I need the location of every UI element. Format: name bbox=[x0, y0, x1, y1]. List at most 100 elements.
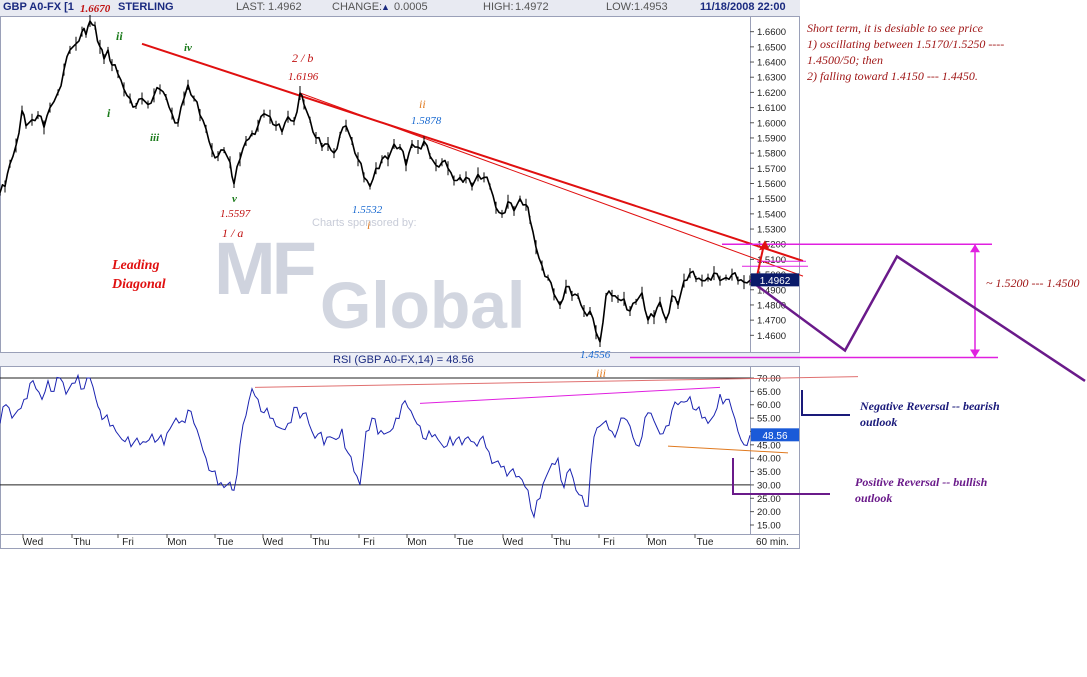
range-arrow-down bbox=[970, 349, 980, 358]
quote-header: GBP A0-FX [1 STERLING LAST: 1.4962 CHANG… bbox=[0, 0, 800, 17]
projection-line bbox=[749, 254, 1086, 382]
negative-reversal-line-2: outlook bbox=[860, 415, 897, 429]
last-rsi-box bbox=[751, 428, 799, 442]
price-line bbox=[0, 20, 751, 343]
negative-reversal-line-1: Negative Reversal -- bearish bbox=[859, 399, 1000, 413]
wave-label: iii bbox=[150, 132, 160, 144]
time-tick-label: Wed bbox=[23, 537, 43, 548]
rsi-tick-label: 35.00 bbox=[757, 467, 781, 478]
positive-reversal-line-2: outlook bbox=[855, 491, 892, 505]
high-label: HIGH: bbox=[483, 1, 514, 13]
rsi-tick-label: 65.00 bbox=[757, 387, 781, 398]
rsi-reference-lines bbox=[0, 377, 750, 486]
range-label: ~ 1.5200 --- 1.4500 bbox=[986, 276, 1079, 290]
price-tick-label: 1.6500 bbox=[757, 42, 786, 53]
rsi-tick-label: 30.00 bbox=[757, 480, 781, 491]
rsi-tick-label: 60.00 bbox=[757, 400, 781, 411]
change-label: CHANGE: bbox=[332, 1, 383, 13]
rsi-title: RSI (GBP A0-FX,14) = 48.56 bbox=[333, 354, 474, 366]
wave-label: 1.5878 bbox=[411, 115, 442, 127]
last-value: 1.4962 bbox=[268, 1, 302, 13]
time-tick-label: Fri bbox=[363, 537, 375, 548]
time-tick-label: Tue bbox=[697, 537, 714, 548]
wave-label: 1.6670 bbox=[80, 3, 111, 15]
wave-label: 1.6196 bbox=[288, 71, 319, 83]
wave-label: 1.4556 bbox=[580, 349, 611, 361]
watermark: Charts sponsored by: MF Global bbox=[214, 217, 525, 342]
price-tick-label: 1.5100 bbox=[757, 255, 786, 266]
time-tick-label: Fri bbox=[122, 537, 134, 548]
time-tick-label: Wed bbox=[503, 537, 523, 548]
trend-lines bbox=[141, 42, 998, 454]
rsi-trendline bbox=[667, 445, 789, 454]
watermark-sponsor: Charts sponsored by: bbox=[312, 217, 417, 229]
time-tick-label: Mon bbox=[407, 537, 426, 548]
price-panel-frame bbox=[0, 16, 800, 353]
rsi-tick-label: 15.00 bbox=[757, 521, 781, 532]
price-tick-label: 1.4600 bbox=[757, 331, 786, 342]
rsi-tick-label: 25.00 bbox=[757, 494, 781, 505]
time-tick-label: Mon bbox=[647, 537, 666, 548]
price-tick-label: 1.6100 bbox=[757, 103, 786, 114]
wave-label: 1.5532 bbox=[352, 204, 383, 216]
watermark-brand-2: Global bbox=[320, 268, 525, 342]
rsi-tick-label: 70.00 bbox=[757, 374, 781, 385]
symbol-label: GBP A0-FX [1 bbox=[3, 1, 74, 13]
price-tick-label: 1.6300 bbox=[757, 73, 786, 84]
price-trendline bbox=[299, 92, 804, 277]
time-tick-label: Tue bbox=[457, 537, 474, 548]
high-value: 1.4972 bbox=[515, 1, 549, 13]
note-line-3: 1.4500/50; then bbox=[807, 53, 883, 67]
rsi-line bbox=[0, 373, 751, 519]
instrument-name: STERLING bbox=[118, 1, 174, 13]
price-trendline bbox=[141, 42, 804, 262]
note-line-1: Short term, it is desiable to see price bbox=[807, 21, 983, 35]
last-price-text: 1.4962 bbox=[760, 276, 791, 287]
price-tick-label: 1.6000 bbox=[757, 118, 786, 129]
range-arrow-up bbox=[970, 244, 980, 253]
price-tick-label: 1.5700 bbox=[757, 164, 786, 175]
leading-diagonal-label-2: Diagonal bbox=[111, 277, 166, 292]
time-tick-label: Thu bbox=[553, 537, 570, 548]
watermark-brand-1: MF bbox=[214, 227, 315, 310]
price-tick-label: 1.4900 bbox=[757, 285, 786, 296]
price-tick-label: 1.4700 bbox=[757, 316, 786, 327]
note-line-2: 1) oscillating between 1.5170/1.5250 ---… bbox=[807, 37, 1005, 51]
price-tick-label: 1.4800 bbox=[757, 300, 786, 311]
wave-label: 1.5597 bbox=[220, 208, 251, 220]
forecast-note: Short term, it is desiable to see price … bbox=[807, 20, 1077, 84]
low-label: LOW: bbox=[606, 1, 634, 13]
rsi-tick-label: 40.00 bbox=[757, 454, 781, 465]
note-line-4: 2) falling toward 1.4150 --- 1.4450. bbox=[807, 69, 978, 83]
last-price-box bbox=[751, 273, 799, 287]
wave-label: iv bbox=[184, 42, 192, 54]
reversal-markers bbox=[732, 390, 850, 495]
wave-label: i bbox=[367, 218, 370, 232]
wave-label: iii bbox=[596, 366, 606, 380]
price-tick-label: 1.5200 bbox=[757, 240, 786, 251]
leading-diagonal-label-1: Leading bbox=[111, 258, 159, 273]
retrace-arrow-head bbox=[759, 240, 769, 251]
price-tick-label: 1.5600 bbox=[757, 179, 786, 190]
change-value: 0.0005 bbox=[394, 1, 428, 13]
low-value: 1.4953 bbox=[634, 1, 668, 13]
price-series bbox=[0, 15, 751, 347]
rsi-tick-label: 45.00 bbox=[757, 440, 781, 451]
price-tick-label: 1.6400 bbox=[757, 58, 786, 69]
time-axis-band bbox=[0, 534, 800, 549]
time-tick-label: Thu bbox=[73, 537, 90, 548]
rsi-panel-frame bbox=[0, 366, 800, 535]
positive-reversal-line-1: Positive Reversal -- bullish bbox=[855, 475, 988, 489]
wave-label: i bbox=[107, 106, 111, 120]
price-tick-label: 1.6600 bbox=[757, 27, 786, 38]
rsi-tick-label: 55.00 bbox=[757, 414, 781, 425]
time-tick-label: Mon bbox=[167, 537, 186, 548]
last-label: LAST: bbox=[236, 1, 266, 13]
price-tick-label: 1.5800 bbox=[757, 149, 786, 160]
wave-label: 2 / b bbox=[292, 51, 313, 65]
positive-reversal-marker bbox=[732, 458, 830, 495]
price-axis: 1.6600 1.6500 1.6400 1.6300 1.6200 1.6100 1.60… bbox=[750, 27, 786, 342]
